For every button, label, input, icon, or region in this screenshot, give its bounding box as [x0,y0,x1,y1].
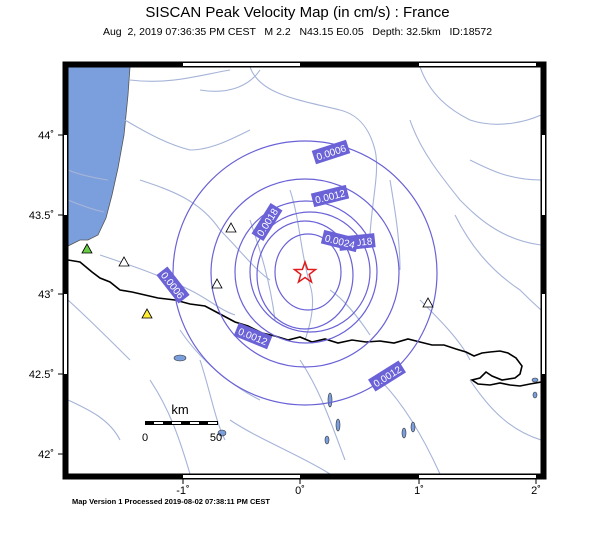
latitude-labels: 44˚ 43.5˚ 43˚ 42.5˚ 42˚ [29,130,54,461]
lat-label: 42˚ [38,449,54,461]
station-triangle-icon [211,278,223,289]
contour-0.0012 [210,178,400,368]
map-area [68,67,541,474]
scale-start: 0 [142,432,148,444]
longitude-labels: -1˚ 0˚ 1˚ 2˚ [176,485,541,497]
station-triangle-icon [81,243,93,254]
lon-label: -1˚ [176,485,189,497]
contour-inner-a [256,220,354,330]
scale-unit: km [171,402,188,417]
rivers [68,67,541,474]
lon-label: 0˚ [295,485,305,497]
station-triangle-icon [141,308,153,319]
scale-end: 50 [210,432,222,444]
station-triangle-icon [225,222,237,233]
station-triangle-icon [422,297,434,308]
contours [172,140,438,406]
contour-0.0006 [172,140,438,406]
contour-0.0024 [249,211,371,333]
map-version-footer: Map Version 1 Processed 2019-08-02 07:38… [72,497,271,506]
contour-inner-b [274,233,342,311]
lat-label: 43˚ [38,289,54,301]
map-frame [58,61,547,484]
lat-label: 44˚ [38,130,54,142]
lon-label: 1˚ [414,485,424,497]
stations [81,222,434,319]
map-title: SISCAN Peak Velocity Map (in cm/s) : Fra… [145,4,450,21]
lat-label: 43.5˚ [29,210,54,222]
lat-label: 42.5˚ [29,369,54,381]
contour-labels: 0.0006 0.0012 0.0018 0.0018 0.0024 0.000… [156,139,406,392]
lakes [173,354,539,445]
country-border [68,259,541,387]
station-triangle-icon [118,256,130,267]
scale-bar: km 0 50 [142,402,222,444]
contour-0.0018 [234,200,378,344]
lon-label: 2˚ [531,485,541,497]
sea-area [68,67,131,247]
event-details: Aug 2, 2019 07:36:35 PM CEST M 2.2 N43.1… [102,26,493,38]
epicenter-star-icon [292,259,318,284]
